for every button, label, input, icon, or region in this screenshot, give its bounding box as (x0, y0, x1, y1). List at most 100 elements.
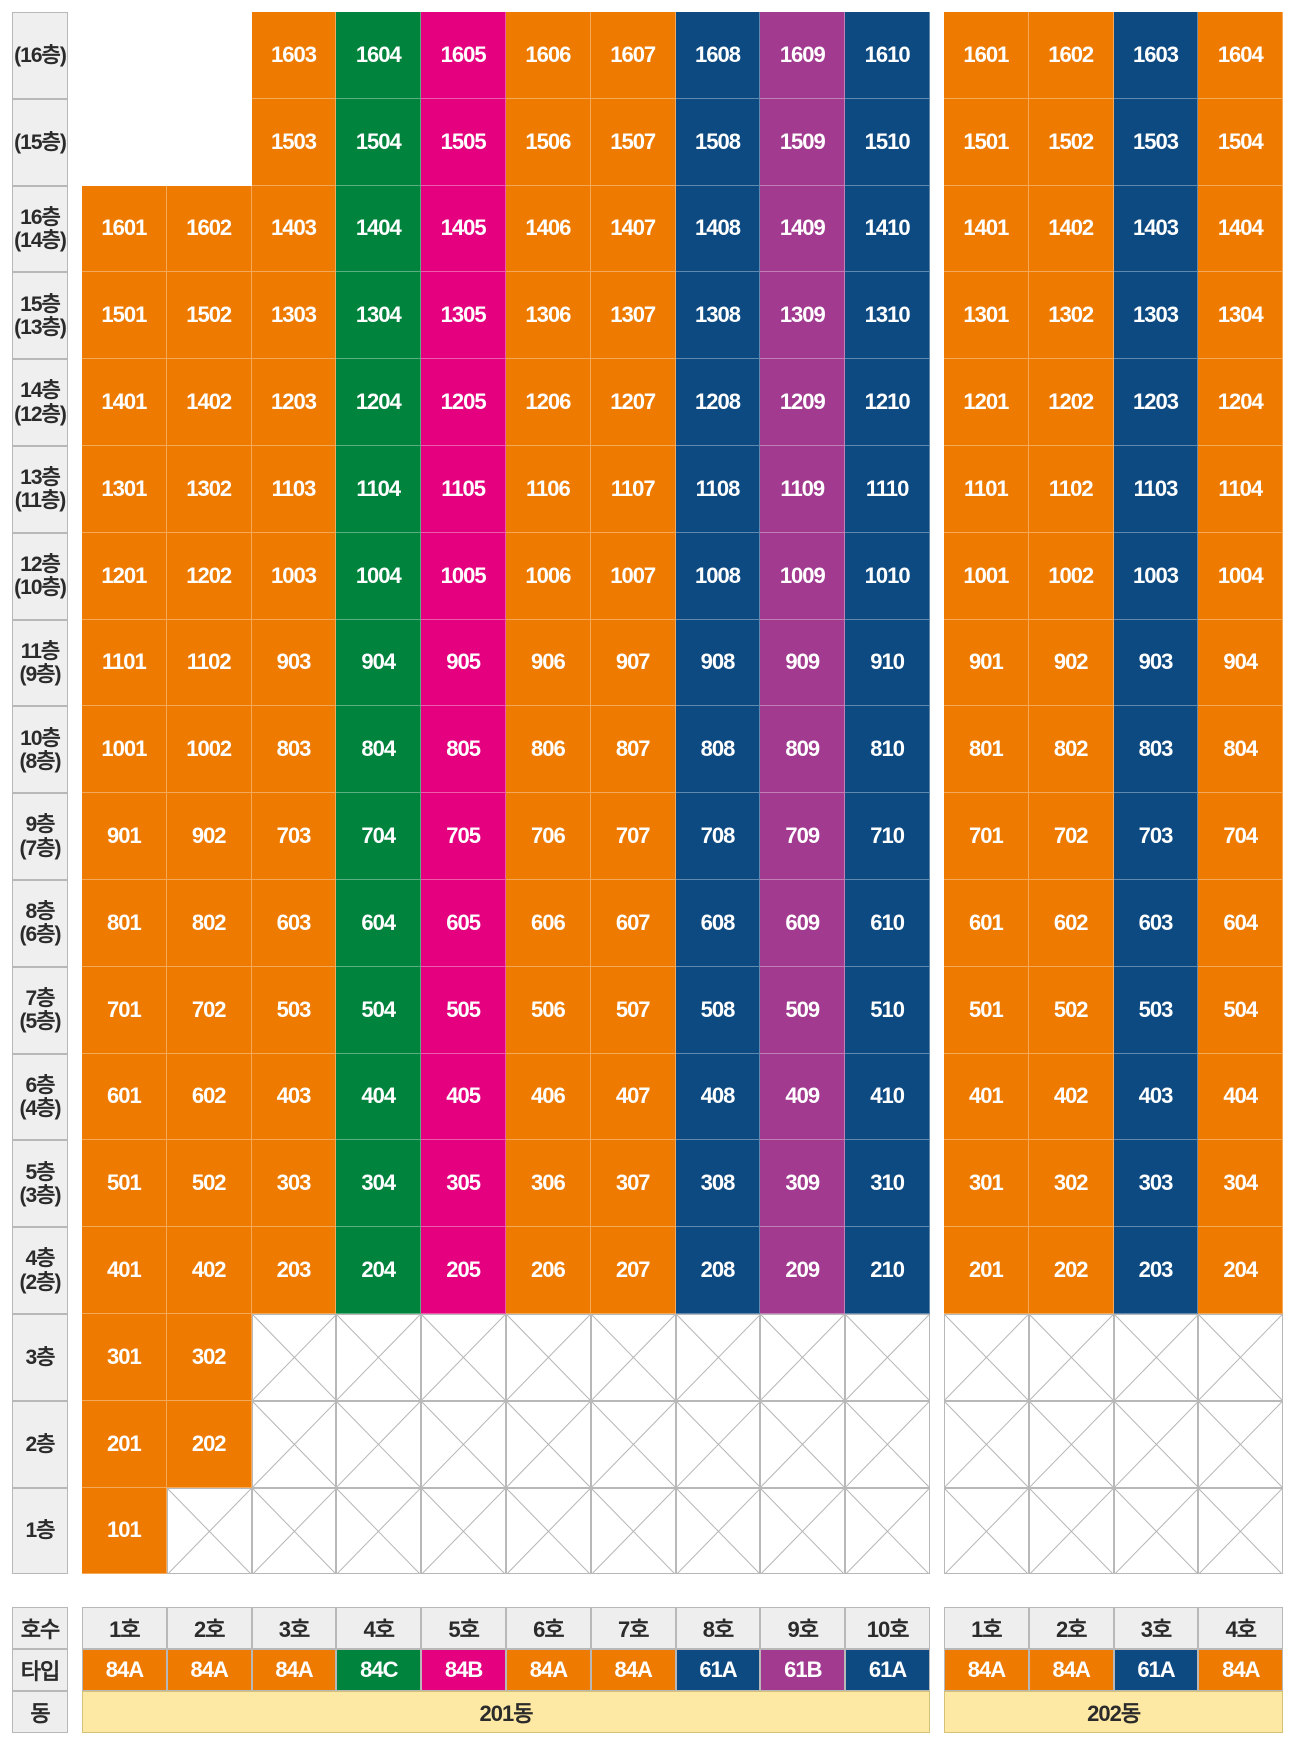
unit-cell[interactable]: 1601 (944, 12, 1029, 99)
unit-cell[interactable]: 807 (590, 706, 676, 794)
unit-cell[interactable]: 1504 (1198, 98, 1284, 186)
unit-cell[interactable]: 409 (760, 1053, 846, 1141)
unit-cell[interactable]: 1101 (944, 446, 1029, 533)
unit-cell[interactable]: 902 (166, 793, 252, 880)
unit-cell[interactable]: 808 (675, 706, 761, 794)
unit-cell[interactable]: 1001 (944, 532, 1029, 620)
unit-cell[interactable]: 1304 (1198, 272, 1284, 360)
unit-cell[interactable]: 803 (251, 706, 337, 794)
unit-cell[interactable]: 1403 (1113, 185, 1199, 273)
unit-cell[interactable]: 204 (336, 1227, 422, 1314)
unit-cell[interactable]: 1309 (760, 272, 846, 360)
unit-cell[interactable]: 1210 (845, 359, 930, 446)
unit-cell[interactable]: 502 (1028, 966, 1114, 1054)
unit-cell[interactable]: 1609 (760, 12, 846, 99)
unit-cell[interactable]: 1204 (336, 359, 422, 446)
unit-cell[interactable]: 202 (1028, 1227, 1114, 1314)
unit-cell[interactable]: 304 (1198, 1140, 1284, 1228)
unit-cell[interactable]: 1307 (590, 272, 676, 360)
unit-cell[interactable]: 202 (166, 1400, 252, 1488)
unit-cell[interactable]: 503 (1113, 966, 1199, 1054)
unit-cell[interactable]: 1005 (421, 532, 506, 620)
unit-cell[interactable]: 1602 (1028, 12, 1114, 99)
unit-cell[interactable]: 801 (82, 880, 167, 967)
unit-cell[interactable]: 1402 (1028, 185, 1114, 273)
unit-cell[interactable]: 907 (590, 619, 676, 707)
unit-cell[interactable]: 1104 (336, 446, 422, 533)
unit-cell[interactable]: 609 (760, 880, 846, 967)
unit-cell[interactable]: 1202 (1028, 359, 1114, 446)
unit-cell[interactable]: 1201 (82, 532, 167, 620)
unit-cell[interactable]: 207 (590, 1227, 676, 1314)
unit-cell[interactable]: 904 (1198, 619, 1284, 707)
unit-cell[interactable]: 1503 (251, 98, 337, 186)
unit-cell[interactable]: 401 (82, 1227, 167, 1314)
unit-cell[interactable]: 1502 (166, 272, 252, 360)
unit-cell[interactable]: 1205 (421, 359, 506, 446)
unit-cell[interactable]: 805 (421, 706, 506, 794)
unit-cell[interactable]: 1304 (336, 272, 422, 360)
unit-cell[interactable]: 903 (251, 619, 337, 707)
unit-cell[interactable]: 1310 (845, 272, 930, 360)
unit-cell[interactable]: 404 (336, 1053, 422, 1141)
unit-cell[interactable]: 1003 (251, 532, 337, 620)
unit-cell[interactable]: 208 (675, 1227, 761, 1314)
unit-cell[interactable]: 307 (590, 1140, 676, 1228)
unit-cell[interactable]: 401 (944, 1053, 1029, 1141)
unit-cell[interactable]: 302 (166, 1314, 252, 1401)
unit-cell[interactable]: 1002 (1028, 532, 1114, 620)
unit-cell[interactable]: 610 (845, 880, 930, 967)
unit-cell[interactable]: 603 (1113, 880, 1199, 967)
unit-cell[interactable]: 1004 (1198, 532, 1284, 620)
unit-cell[interactable]: 305 (421, 1140, 506, 1228)
unit-cell[interactable]: 1010 (845, 532, 930, 620)
unit-cell[interactable]: 810 (845, 706, 930, 794)
unit-cell[interactable]: 702 (1028, 793, 1114, 880)
unit-cell[interactable]: 1006 (506, 532, 591, 620)
unit-cell[interactable]: 1404 (336, 185, 422, 273)
unit-cell[interactable]: 201 (82, 1400, 167, 1488)
unit-cell[interactable]: 505 (421, 966, 506, 1054)
unit-cell[interactable]: 1402 (166, 359, 252, 446)
unit-cell[interactable]: 504 (336, 966, 422, 1054)
unit-cell[interactable]: 906 (506, 619, 591, 707)
unit-cell[interactable]: 1403 (251, 185, 337, 273)
unit-cell[interactable]: 1608 (675, 12, 761, 99)
unit-cell[interactable]: 1409 (760, 185, 846, 273)
unit-cell[interactable]: 1101 (82, 619, 167, 707)
unit-cell[interactable]: 1503 (1113, 98, 1199, 186)
unit-cell[interactable]: 1208 (675, 359, 761, 446)
unit-cell[interactable]: 601 (944, 880, 1029, 967)
unit-cell[interactable]: 204 (1198, 1227, 1284, 1314)
unit-cell[interactable]: 1108 (675, 446, 761, 533)
unit-cell[interactable]: 903 (1113, 619, 1199, 707)
unit-cell[interactable]: 1504 (336, 98, 422, 186)
unit-cell[interactable]: 1507 (590, 98, 676, 186)
unit-cell[interactable]: 501 (944, 966, 1029, 1054)
unit-cell[interactable]: 1204 (1198, 359, 1284, 446)
unit-cell[interactable]: 1604 (336, 12, 422, 99)
unit-cell[interactable]: 403 (251, 1053, 337, 1141)
unit-cell[interactable]: 902 (1028, 619, 1114, 707)
unit-cell[interactable]: 606 (506, 880, 591, 967)
unit-cell[interactable]: 308 (675, 1140, 761, 1228)
unit-cell[interactable]: 804 (1198, 706, 1284, 794)
unit-cell[interactable]: 406 (506, 1053, 591, 1141)
unit-cell[interactable]: 1110 (845, 446, 930, 533)
unit-cell[interactable]: 904 (336, 619, 422, 707)
unit-cell[interactable]: 310 (845, 1140, 930, 1228)
unit-cell[interactable]: 801 (944, 706, 1029, 794)
unit-cell[interactable]: 306 (506, 1140, 591, 1228)
unit-cell[interactable]: 710 (845, 793, 930, 880)
unit-cell[interactable]: 210 (845, 1227, 930, 1314)
unit-cell[interactable]: 509 (760, 966, 846, 1054)
unit-cell[interactable]: 403 (1113, 1053, 1199, 1141)
unit-cell[interactable]: 901 (944, 619, 1029, 707)
unit-cell[interactable]: 201 (944, 1227, 1029, 1314)
unit-cell[interactable]: 1505 (421, 98, 506, 186)
unit-cell[interactable]: 1203 (251, 359, 337, 446)
unit-cell[interactable]: 1102 (166, 619, 252, 707)
unit-cell[interactable]: 1202 (166, 532, 252, 620)
unit-cell[interactable]: 705 (421, 793, 506, 880)
unit-cell[interactable]: 402 (1028, 1053, 1114, 1141)
